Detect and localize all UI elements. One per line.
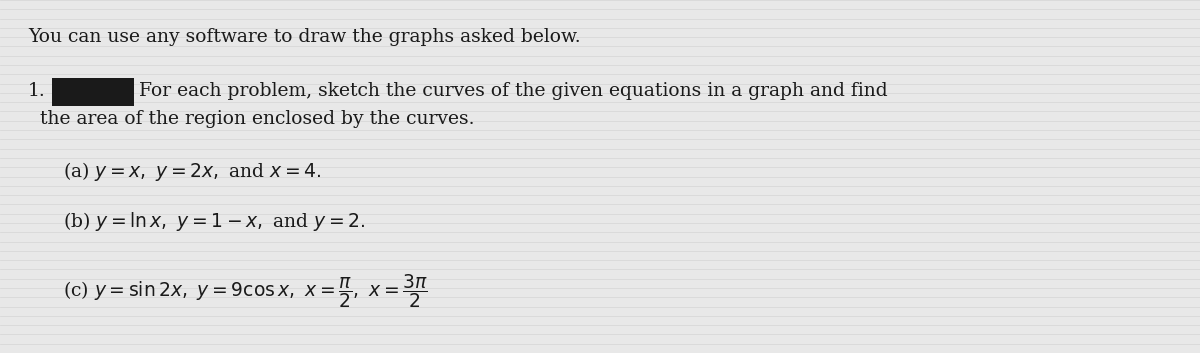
Text: (a) $y = x,\ y = 2x,$ and $x = 4.$: (a) $y = x,\ y = 2x,$ and $x = 4.$: [64, 160, 322, 183]
Text: You can use any software to draw the graphs asked below.: You can use any software to draw the gra…: [28, 28, 581, 46]
FancyBboxPatch shape: [52, 78, 134, 106]
Text: For each problem, sketch the curves of the given equations in a graph and find: For each problem, sketch the curves of t…: [139, 82, 888, 100]
Text: (b) $y = \ln x,\ y = 1 - x,$ and $y = 2.$: (b) $y = \ln x,\ y = 1 - x,$ and $y = 2.…: [64, 210, 366, 233]
Text: the area of the region enclosed by the curves.: the area of the region enclosed by the c…: [40, 110, 474, 128]
Text: (c) $y = \sin 2x,\ y = 9\cos x,\ x = \dfrac{\pi}{2},\ x = \dfrac{3\pi}{2}$: (c) $y = \sin 2x,\ y = 9\cos x,\ x = \df…: [64, 272, 428, 310]
Text: 1.: 1.: [28, 82, 46, 100]
